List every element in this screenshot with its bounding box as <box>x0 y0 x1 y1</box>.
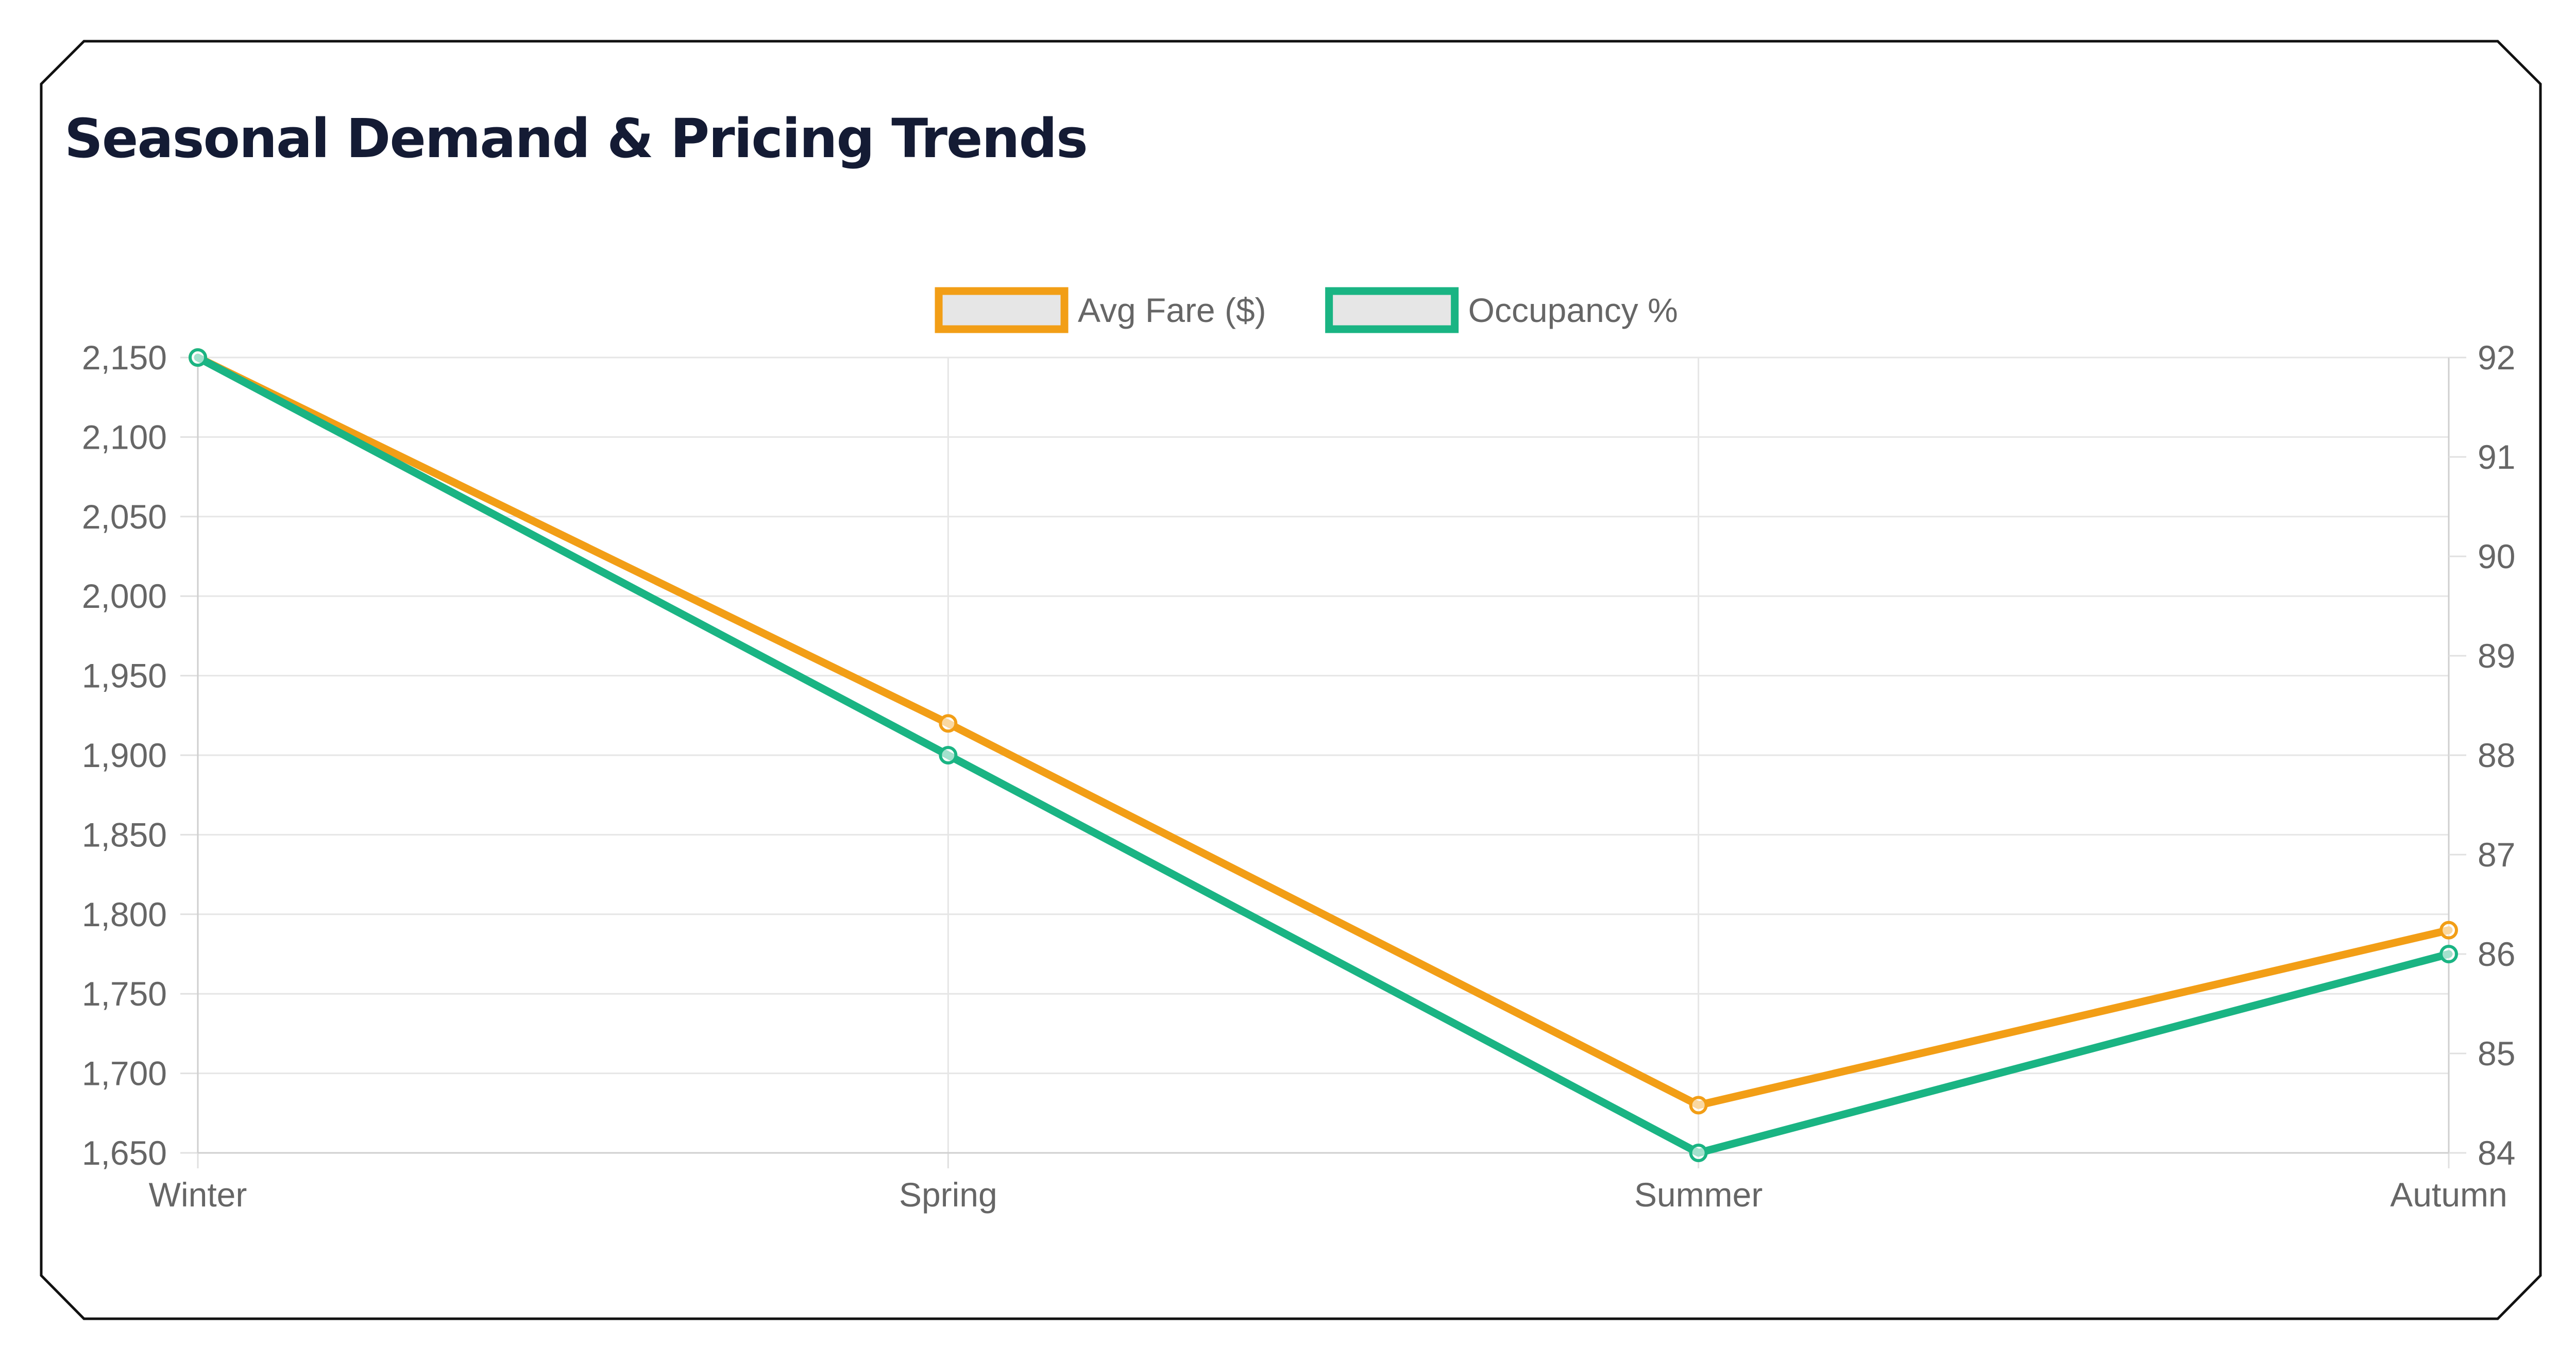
data-point <box>1689 1096 1708 1115</box>
right-axis-tick-label: 92 <box>2478 338 2515 377</box>
data-point <box>939 714 958 733</box>
chart-title: Seasonal Demand & Pricing Trends <box>64 107 1088 170</box>
left-axis: 1,650 1,700 1,750 1,800 1,850 1,900 1,950 2,000… <box>82 338 199 1172</box>
left-axis-tick-label: 1,700 <box>82 1054 167 1093</box>
right-axis-tick-label: 88 <box>2478 736 2515 774</box>
left-axis-tick-label: 1,800 <box>82 895 167 933</box>
right-axis: 84 85 86 87 88 89 90 91 92 <box>2448 338 2515 1172</box>
series-line-1 <box>194 353 2453 1109</box>
left-axis-tick-label: 2,150 <box>82 338 167 377</box>
legend-label: Avg Fare ($) <box>1078 291 1266 329</box>
legend-label: Occupancy % <box>1468 291 1678 329</box>
right-axis-tick-label: 86 <box>2478 935 2515 973</box>
legend-item-2[interactable]: Occupancy % <box>1325 287 1678 333</box>
legend-swatch <box>1325 287 1459 333</box>
x-axis-tick-label: Winter <box>149 1176 247 1214</box>
legend[interactable]: Avg Fare ($) Occupancy % <box>935 287 1678 333</box>
x-axis-tick-label: Spring <box>899 1176 997 1214</box>
x-axis: Winter Spring Summer Autumn <box>149 1152 2507 1214</box>
legend-item-1[interactable]: Avg Fare ($) <box>935 287 1266 333</box>
right-axis-tick-label: 91 <box>2478 438 2515 476</box>
x-axis-tick-label: Summer <box>1634 1176 1762 1214</box>
data-point <box>2439 945 2458 963</box>
left-axis-tick-label: 2,100 <box>82 418 167 456</box>
right-axis-tick-label: 90 <box>2478 537 2515 575</box>
data-point <box>939 746 958 764</box>
right-axis-tick-label: 89 <box>2478 637 2515 675</box>
left-axis-tick-label: 2,050 <box>82 498 167 536</box>
data-point <box>189 348 207 367</box>
data-point <box>2439 921 2458 940</box>
right-axis-tick-label: 87 <box>2478 836 2515 874</box>
grid-layer <box>197 356 2450 1154</box>
data-point <box>1689 1144 1708 1162</box>
right-axis-tick-label: 85 <box>2478 1034 2515 1073</box>
left-axis-tick-label: 1,850 <box>82 815 167 854</box>
x-axis-tick-label: Autumn <box>2390 1176 2507 1214</box>
legend-swatch <box>935 287 1069 333</box>
right-axis-tick-label: 84 <box>2478 1134 2515 1172</box>
series-layer <box>189 348 2458 1162</box>
left-axis-tick-label: 1,750 <box>82 975 167 1013</box>
left-axis-tick-label: 2,000 <box>82 577 167 615</box>
left-axis-tick-label: 1,900 <box>82 736 167 774</box>
left-axis-tick-label: 1,650 <box>82 1134 167 1172</box>
series-line-2 <box>194 353 2453 1157</box>
left-axis-tick-label: 1,950 <box>82 657 167 695</box>
